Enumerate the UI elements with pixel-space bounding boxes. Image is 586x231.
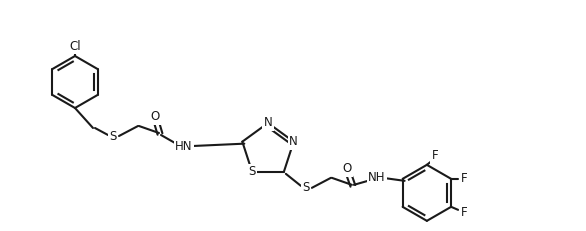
Text: N: N <box>289 135 298 148</box>
Text: Cl: Cl <box>69 40 81 52</box>
Text: S: S <box>248 165 256 178</box>
Text: N: N <box>264 116 272 130</box>
Text: HN: HN <box>175 140 193 152</box>
Text: S: S <box>110 130 117 143</box>
Text: F: F <box>461 172 468 185</box>
Text: O: O <box>151 110 159 124</box>
Text: F: F <box>431 149 438 162</box>
Text: NH: NH <box>368 171 386 184</box>
Text: F: F <box>461 206 468 219</box>
Text: O: O <box>342 162 352 175</box>
Text: S: S <box>302 181 309 194</box>
